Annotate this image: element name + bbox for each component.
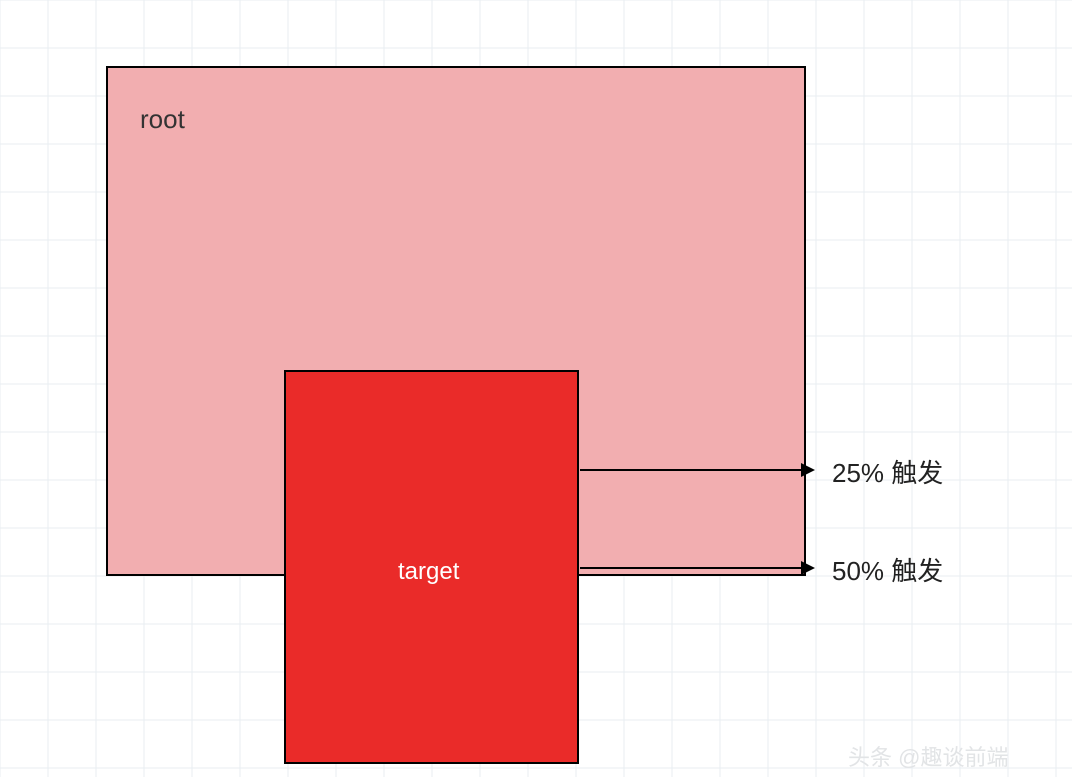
watermark-text: 头条 @趣谈前端: [848, 740, 1008, 772]
diagram-canvas: root target 25% 触发 50% 触发 头条 @趣谈前端: [0, 0, 1072, 777]
arrow-label-1: 50% 触发: [832, 551, 943, 588]
arrow-head-icon: [801, 561, 815, 575]
arrow-label-0: 25% 触发: [832, 453, 943, 490]
root-label: root: [140, 104, 185, 135]
target-label: target: [398, 558, 459, 586]
arrow-line: [580, 469, 803, 471]
arrow-head-icon: [801, 463, 815, 477]
arrow-line: [580, 567, 803, 569]
